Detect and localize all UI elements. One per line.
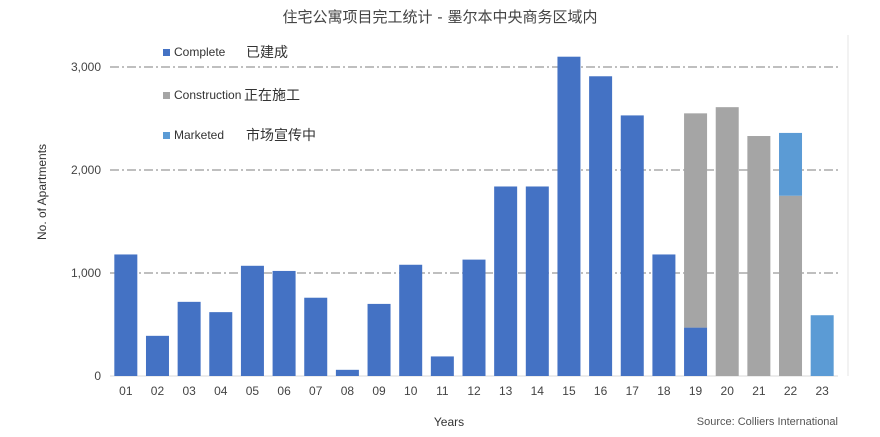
legend-label-construction: Construction (174, 88, 241, 102)
bar-complete-02 (145, 335, 169, 376)
bar-construction-22 (779, 195, 803, 376)
y-tick-label: 0 (94, 369, 101, 383)
x-tick-label: 04 (214, 384, 228, 398)
x-tick-label: 23 (815, 384, 829, 398)
bar-complete-19 (684, 327, 708, 376)
x-tick-label: 10 (404, 384, 418, 398)
bar-complete-13 (494, 186, 518, 376)
x-tick-label: 11 (436, 384, 449, 398)
x-tick-label: 03 (182, 384, 196, 398)
x-tick-label: 12 (467, 384, 481, 398)
x-tick-label: 19 (689, 384, 703, 398)
x-tick-label: 08 (341, 384, 355, 398)
legend-swatch-marketed (163, 132, 170, 139)
x-tick-label: 17 (626, 384, 640, 398)
y-tick-label: 1,000 (71, 266, 101, 280)
x-tick-label: 18 (657, 384, 671, 398)
bar-complete-03 (177, 301, 201, 376)
bar-complete-01 (114, 254, 138, 376)
bar-complete-04 (209, 312, 233, 376)
x-tick-label: 14 (531, 384, 545, 398)
x-tick-label: 02 (151, 384, 165, 398)
bar-complete-06 (272, 270, 296, 376)
y-tick-label: 2,000 (71, 163, 101, 177)
bar-complete-10 (399, 264, 423, 376)
bar-complete-09 (367, 303, 391, 376)
legend-label-cn-construction: 正在施工 (244, 88, 300, 104)
y-axis-label: No. of Apartments (35, 144, 49, 240)
x-tick-label: 05 (246, 384, 260, 398)
bar-complete-14 (525, 186, 549, 376)
bar-construction-19 (684, 113, 708, 328)
x-axis-label: Years (434, 415, 464, 429)
bar-complete-18 (652, 254, 676, 376)
legend-label-cn-marketed: 市场宣传中 (246, 127, 316, 144)
x-tick-label: 01 (119, 384, 133, 398)
x-tick-label: 06 (277, 384, 291, 398)
bar-complete-12 (462, 259, 486, 376)
x-tick-label: 07 (309, 384, 323, 398)
x-tick-label: 15 (562, 384, 576, 398)
bar-construction-20 (715, 107, 739, 377)
x-tick-label: 20 (721, 384, 735, 398)
legend-swatch-construction (163, 92, 170, 99)
chart-title: 住宅公寓项目完工统计 - 墨尔本中央商务区域内 (282, 8, 598, 26)
bar-complete-05 (240, 265, 264, 376)
bar-complete-08 (335, 369, 359, 376)
legend-label-marketed: Marketed (174, 128, 224, 142)
y-tick-label: 3,000 (71, 60, 101, 74)
bar-marketed-22 (779, 132, 803, 196)
legend-swatch-complete (163, 49, 170, 56)
bar-construction-21 (747, 136, 771, 376)
legend-label-complete: Complete (174, 45, 226, 59)
bar-complete-15 (557, 56, 581, 376)
bar-complete-17 (620, 115, 644, 376)
bar-marketed-23 (810, 315, 834, 376)
x-tick-label: 16 (594, 384, 608, 398)
legend-label-cn-complete: 已建成 (246, 45, 288, 61)
x-tick-label: 09 (372, 384, 386, 398)
source-note: Source: Colliers International (697, 416, 838, 428)
x-tick-label: 22 (784, 384, 798, 398)
x-tick-label: 21 (752, 384, 766, 398)
bar-complete-11 (430, 356, 454, 376)
bar-complete-16 (589, 76, 613, 377)
x-tick-label: 13 (499, 384, 513, 398)
bar-complete-07 (304, 297, 328, 376)
